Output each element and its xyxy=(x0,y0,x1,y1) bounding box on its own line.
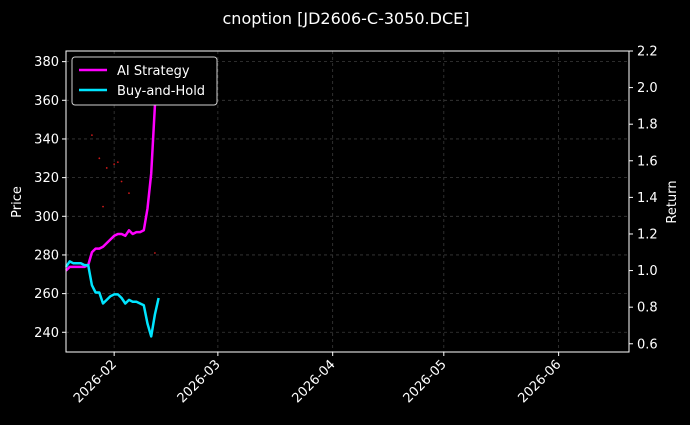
price-mark xyxy=(91,134,93,136)
chart-title: cnoption [JD2606-C-3050.DCE] xyxy=(223,9,470,28)
price-mark xyxy=(116,161,119,164)
y-tick-label: 260 xyxy=(34,287,59,302)
legend-label-buy-and-hold: Buy-and-Hold xyxy=(117,84,205,99)
y-tick-label: 280 xyxy=(34,248,59,263)
y2-tick-label: 0.8 xyxy=(637,301,658,316)
price-mark xyxy=(102,205,104,208)
price-mark xyxy=(105,167,108,169)
legend: AI Strategy Buy-and-Hold xyxy=(71,56,218,106)
price-mark xyxy=(98,157,101,160)
y2-tick-label: 1.8 xyxy=(637,118,658,133)
price-mark xyxy=(113,163,116,165)
price-mark xyxy=(128,192,130,194)
y-tick-label: 300 xyxy=(34,210,59,225)
y-tick-label: 340 xyxy=(34,132,59,147)
y-axis-right: 0.6 0.8 1.0 1.2 1.4 1.6 1.8 2.0 2.2 xyxy=(629,45,658,352)
series-line-ai-strategy xyxy=(65,80,160,272)
y2-axis-label: Return xyxy=(665,180,680,223)
y-axis-left: 240 260 280 300 320 340 360 380 xyxy=(34,55,66,341)
price-marks xyxy=(91,134,156,254)
series-line-buy-and-hold xyxy=(64,260,160,338)
price-mark xyxy=(153,252,156,254)
y-tick-label: 360 xyxy=(34,94,59,109)
legend-box xyxy=(71,56,218,106)
y2-tick-label: 1.4 xyxy=(637,191,658,206)
plot-frame xyxy=(65,50,630,353)
y-axis-label: Price xyxy=(10,186,25,218)
y2-tick-label: 2.0 xyxy=(637,81,658,96)
y2-tick-label: 1.6 xyxy=(637,154,658,169)
y2-tick-label: 1.2 xyxy=(637,227,658,242)
y-tick-label: 380 xyxy=(34,55,59,70)
legend-label-ai-strategy: AI Strategy xyxy=(117,64,190,79)
price-mark xyxy=(120,180,123,183)
grid xyxy=(66,51,629,352)
y-tick-label: 240 xyxy=(34,326,59,341)
y2-tick-label: 1.0 xyxy=(637,264,658,279)
series-lines xyxy=(64,80,160,338)
y2-tick-label: 2.2 xyxy=(637,45,658,60)
y2-tick-label: 0.6 xyxy=(637,337,658,352)
y-tick-label: 320 xyxy=(34,171,59,186)
